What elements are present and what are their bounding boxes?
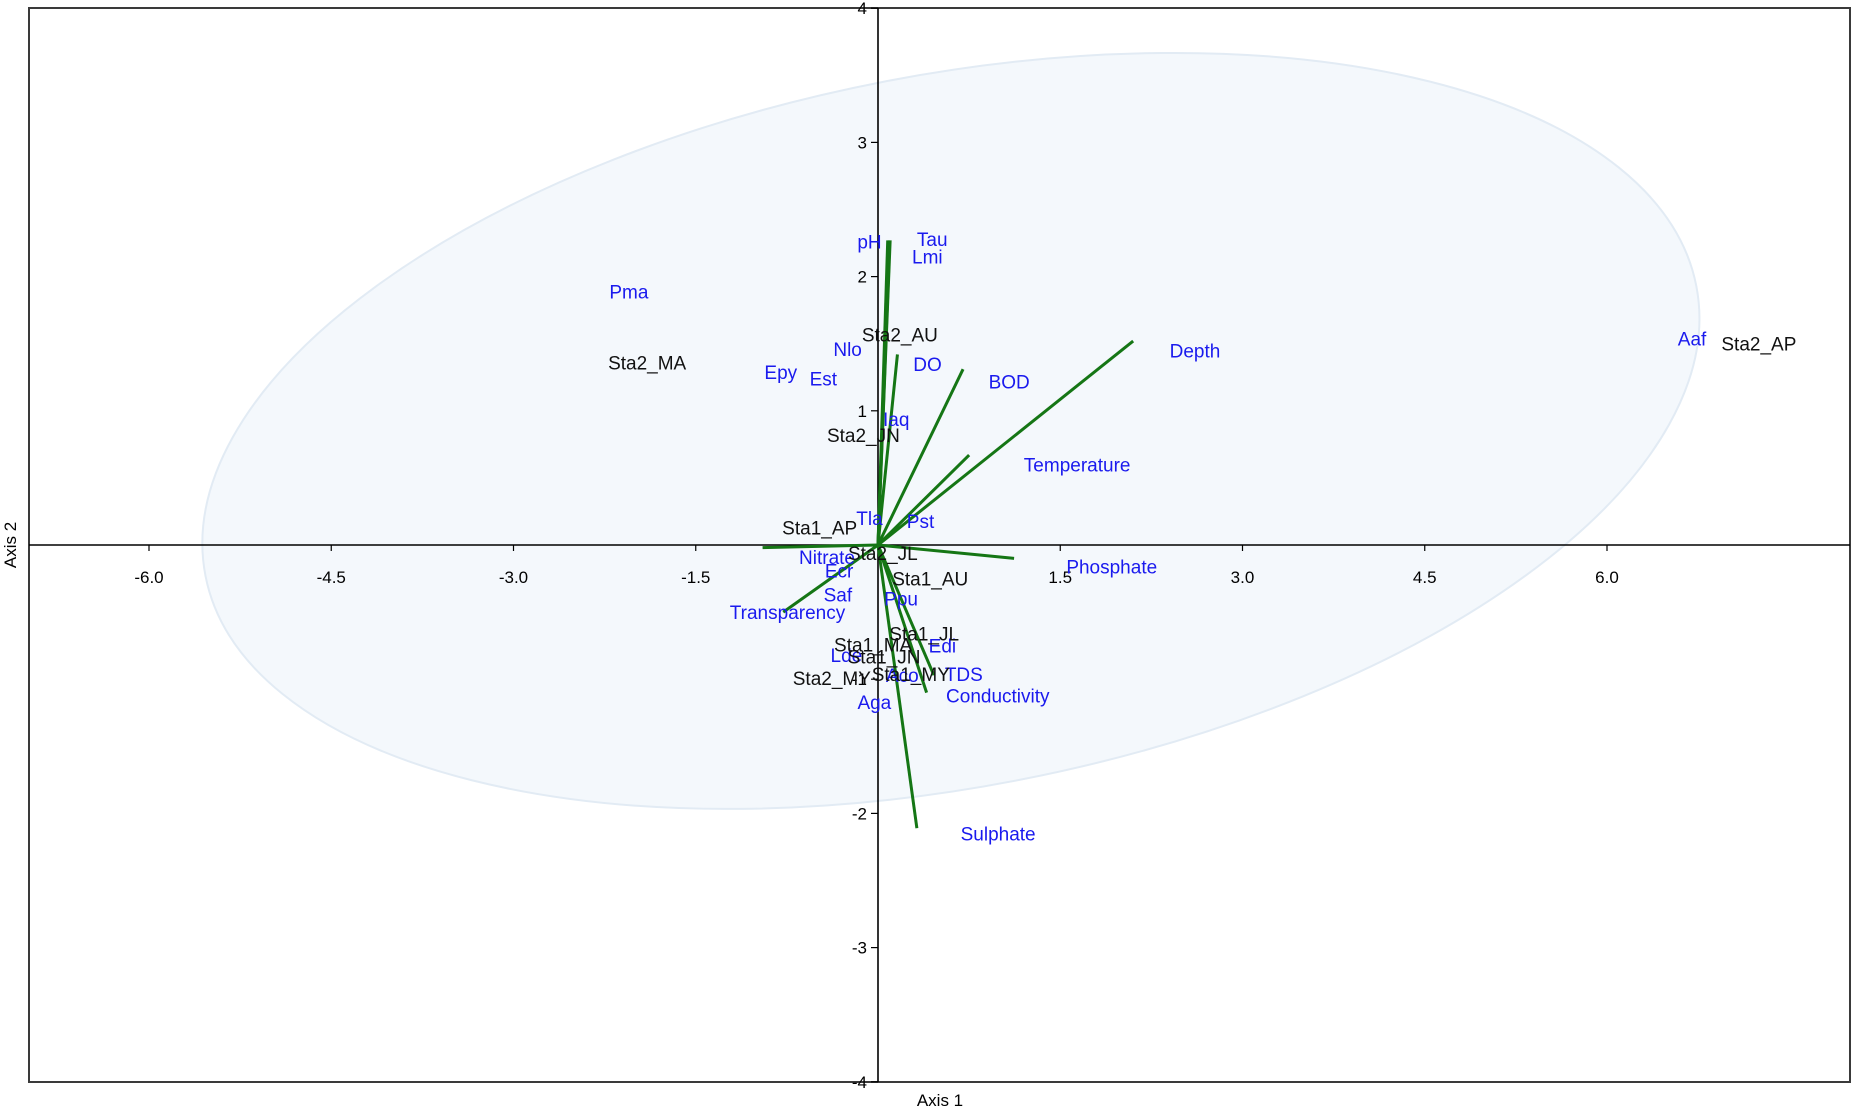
vector-label-temperature: Temperature [1024, 455, 1131, 476]
vector-label-lmi: Lmi [912, 247, 943, 268]
y-tick-label: -1 [852, 670, 867, 689]
species-point-aga: Aga [857, 693, 891, 714]
y-tick-label: 1 [858, 402, 867, 421]
x-tick-label: -6.0 [134, 568, 163, 587]
vector-do [876, 354, 899, 546]
species-point-nlo: Nlo [833, 340, 862, 361]
species-point-est: Est [810, 370, 838, 391]
x-tick-label: 4.5 [1413, 568, 1437, 587]
vector-phosphate [877, 543, 1015, 560]
species-point-saf: Saf [824, 586, 853, 607]
site-point-sta2_my: Sta2_MY [793, 669, 871, 690]
vector-label-tau: Tau [917, 230, 948, 251]
vector-depth [877, 339, 1135, 547]
species-point-pst: Pst [907, 512, 935, 533]
site-point-sta2_au: Sta2_AU [862, 325, 938, 346]
site-point-sta1_my: Sta1_MY [872, 665, 950, 686]
x-tick-label: -4.5 [317, 568, 346, 587]
species-point-iaq: Iaq [883, 410, 909, 431]
site-point-sta1_jn: Sta1_JN [848, 647, 921, 668]
species-point-tla: Tla [856, 509, 883, 530]
y-axis-title: Axis 2 [1, 522, 20, 568]
species-point-aaf: Aaf [1678, 329, 1707, 350]
site-point-sta1_au: Sta1_AU [892, 570, 968, 591]
species-point-epy: Epy [764, 363, 797, 384]
site-point-sta2_ap: Sta2_AP [1721, 335, 1796, 356]
confidence-ellipse [201, 51, 1701, 810]
x-tick-label: -3.0 [499, 568, 528, 587]
site-point-sta2_ma: Sta2_MA [608, 353, 686, 374]
x-axis-title: Axis 1 [917, 1091, 963, 1110]
vector-label-bod: BOD [989, 372, 1030, 393]
vector-bod [876, 368, 965, 546]
site-point-sta1_jl: Sta1_JL [889, 625, 959, 646]
x-tick-label: 6.0 [1595, 568, 1619, 587]
x-tick-label: 3.0 [1231, 568, 1255, 587]
vector-label-tds: TDS [945, 665, 983, 686]
site-point-sta1_ap: Sta1_AP [782, 519, 857, 540]
y-tick-label: -3 [852, 939, 867, 958]
vector-nitrate [762, 543, 879, 550]
y-tick-label: 4 [858, 0, 867, 18]
vector-label-nitrate: Nitrate [799, 548, 855, 569]
x-tick-label: 1.5 [1048, 568, 1072, 587]
y-tick-label: 2 [858, 268, 867, 287]
site-point-sta1_ma: Sta1_MA [834, 635, 912, 656]
vector-tds [876, 544, 936, 676]
vector-label-conductivity: Conductivity [946, 686, 1050, 707]
vector-label-ph: pH [857, 233, 881, 254]
species-point-edi: Edi [929, 637, 956, 658]
vector-label-transparency: Transparency [730, 603, 846, 624]
species-point-ppu: Ppu [884, 590, 918, 611]
vector-transparency [782, 543, 879, 614]
vector-label-phosphate: Phosphate [1066, 557, 1157, 578]
species-point-ecr: Ecr [825, 561, 854, 582]
y-tick-label: 3 [858, 133, 867, 152]
vector-conductivity [876, 544, 929, 694]
species-point-aco: Aco [886, 666, 919, 687]
site-point-sta2_jn: Sta2_JN [827, 426, 900, 447]
vector-label-sulphate: Sulphate [961, 825, 1036, 846]
species-point-pma: Pma [609, 282, 649, 303]
vector-label-do: DO [913, 355, 942, 376]
vector-label-depth: Depth [1170, 341, 1221, 362]
y-tick-label: -4 [852, 1073, 867, 1092]
vector-lmi [876, 263, 891, 546]
site-point-sta2_jl: Sta2_JL [848, 544, 918, 565]
x-tick-label: -1.5 [681, 568, 710, 587]
vector-temperature [876, 454, 971, 547]
species-point-lde: Lde [831, 646, 863, 667]
y-tick-label: -2 [852, 804, 867, 823]
vector-sulphate [876, 544, 919, 829]
